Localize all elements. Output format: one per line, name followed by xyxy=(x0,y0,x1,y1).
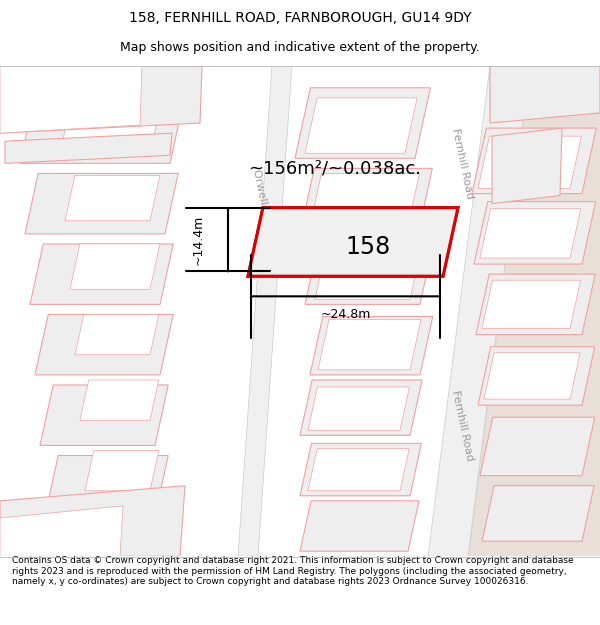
Text: Orwell Close: Orwell Close xyxy=(251,169,275,239)
Polygon shape xyxy=(468,66,600,556)
Text: ~24.8m: ~24.8m xyxy=(320,308,371,321)
Polygon shape xyxy=(248,208,458,276)
Polygon shape xyxy=(65,176,160,221)
Polygon shape xyxy=(300,501,419,551)
Polygon shape xyxy=(60,108,160,153)
Polygon shape xyxy=(5,133,172,163)
Polygon shape xyxy=(474,202,596,264)
Polygon shape xyxy=(308,387,409,431)
Polygon shape xyxy=(478,136,581,189)
Polygon shape xyxy=(20,103,183,163)
Polygon shape xyxy=(482,280,581,329)
Polygon shape xyxy=(85,451,159,491)
Polygon shape xyxy=(492,128,562,204)
Text: 158, FERNHILL ROAD, FARNBOROUGH, GU14 9DY: 158, FERNHILL ROAD, FARNBOROUGH, GU14 9D… xyxy=(128,11,472,26)
Text: Map shows position and indicative extent of the property.: Map shows position and indicative extent… xyxy=(120,41,480,54)
Polygon shape xyxy=(484,352,580,399)
Polygon shape xyxy=(0,486,185,556)
Polygon shape xyxy=(478,347,595,405)
Polygon shape xyxy=(305,244,433,304)
Polygon shape xyxy=(238,66,292,556)
Polygon shape xyxy=(310,173,419,226)
Text: Fernhill Road: Fernhill Road xyxy=(449,127,475,199)
Polygon shape xyxy=(45,456,168,516)
Polygon shape xyxy=(70,244,160,289)
Text: 158: 158 xyxy=(346,235,391,259)
Polygon shape xyxy=(308,449,409,491)
Text: ~14.4m: ~14.4m xyxy=(191,215,205,265)
Polygon shape xyxy=(295,88,430,158)
Polygon shape xyxy=(300,380,422,436)
Polygon shape xyxy=(75,314,159,355)
Polygon shape xyxy=(480,209,581,258)
Polygon shape xyxy=(310,316,433,375)
Polygon shape xyxy=(40,385,168,446)
Polygon shape xyxy=(482,486,594,541)
Polygon shape xyxy=(490,66,600,123)
Polygon shape xyxy=(428,66,530,556)
Polygon shape xyxy=(35,314,173,375)
Polygon shape xyxy=(300,168,432,234)
Polygon shape xyxy=(315,249,421,299)
Polygon shape xyxy=(80,380,159,420)
Polygon shape xyxy=(305,98,417,153)
Polygon shape xyxy=(472,128,596,194)
Text: ~156m²/~0.038ac.: ~156m²/~0.038ac. xyxy=(248,159,421,177)
Text: Contains OS data © Crown copyright and database right 2021. This information is : Contains OS data © Crown copyright and d… xyxy=(12,556,574,586)
Text: Fernhill Road: Fernhill Road xyxy=(449,389,475,462)
Polygon shape xyxy=(248,208,458,276)
Polygon shape xyxy=(0,66,142,133)
Polygon shape xyxy=(480,418,595,476)
Polygon shape xyxy=(0,66,202,133)
Polygon shape xyxy=(300,443,421,496)
Polygon shape xyxy=(30,244,173,304)
Polygon shape xyxy=(0,506,123,556)
Polygon shape xyxy=(476,274,595,334)
Polygon shape xyxy=(25,173,178,234)
Polygon shape xyxy=(318,319,421,370)
